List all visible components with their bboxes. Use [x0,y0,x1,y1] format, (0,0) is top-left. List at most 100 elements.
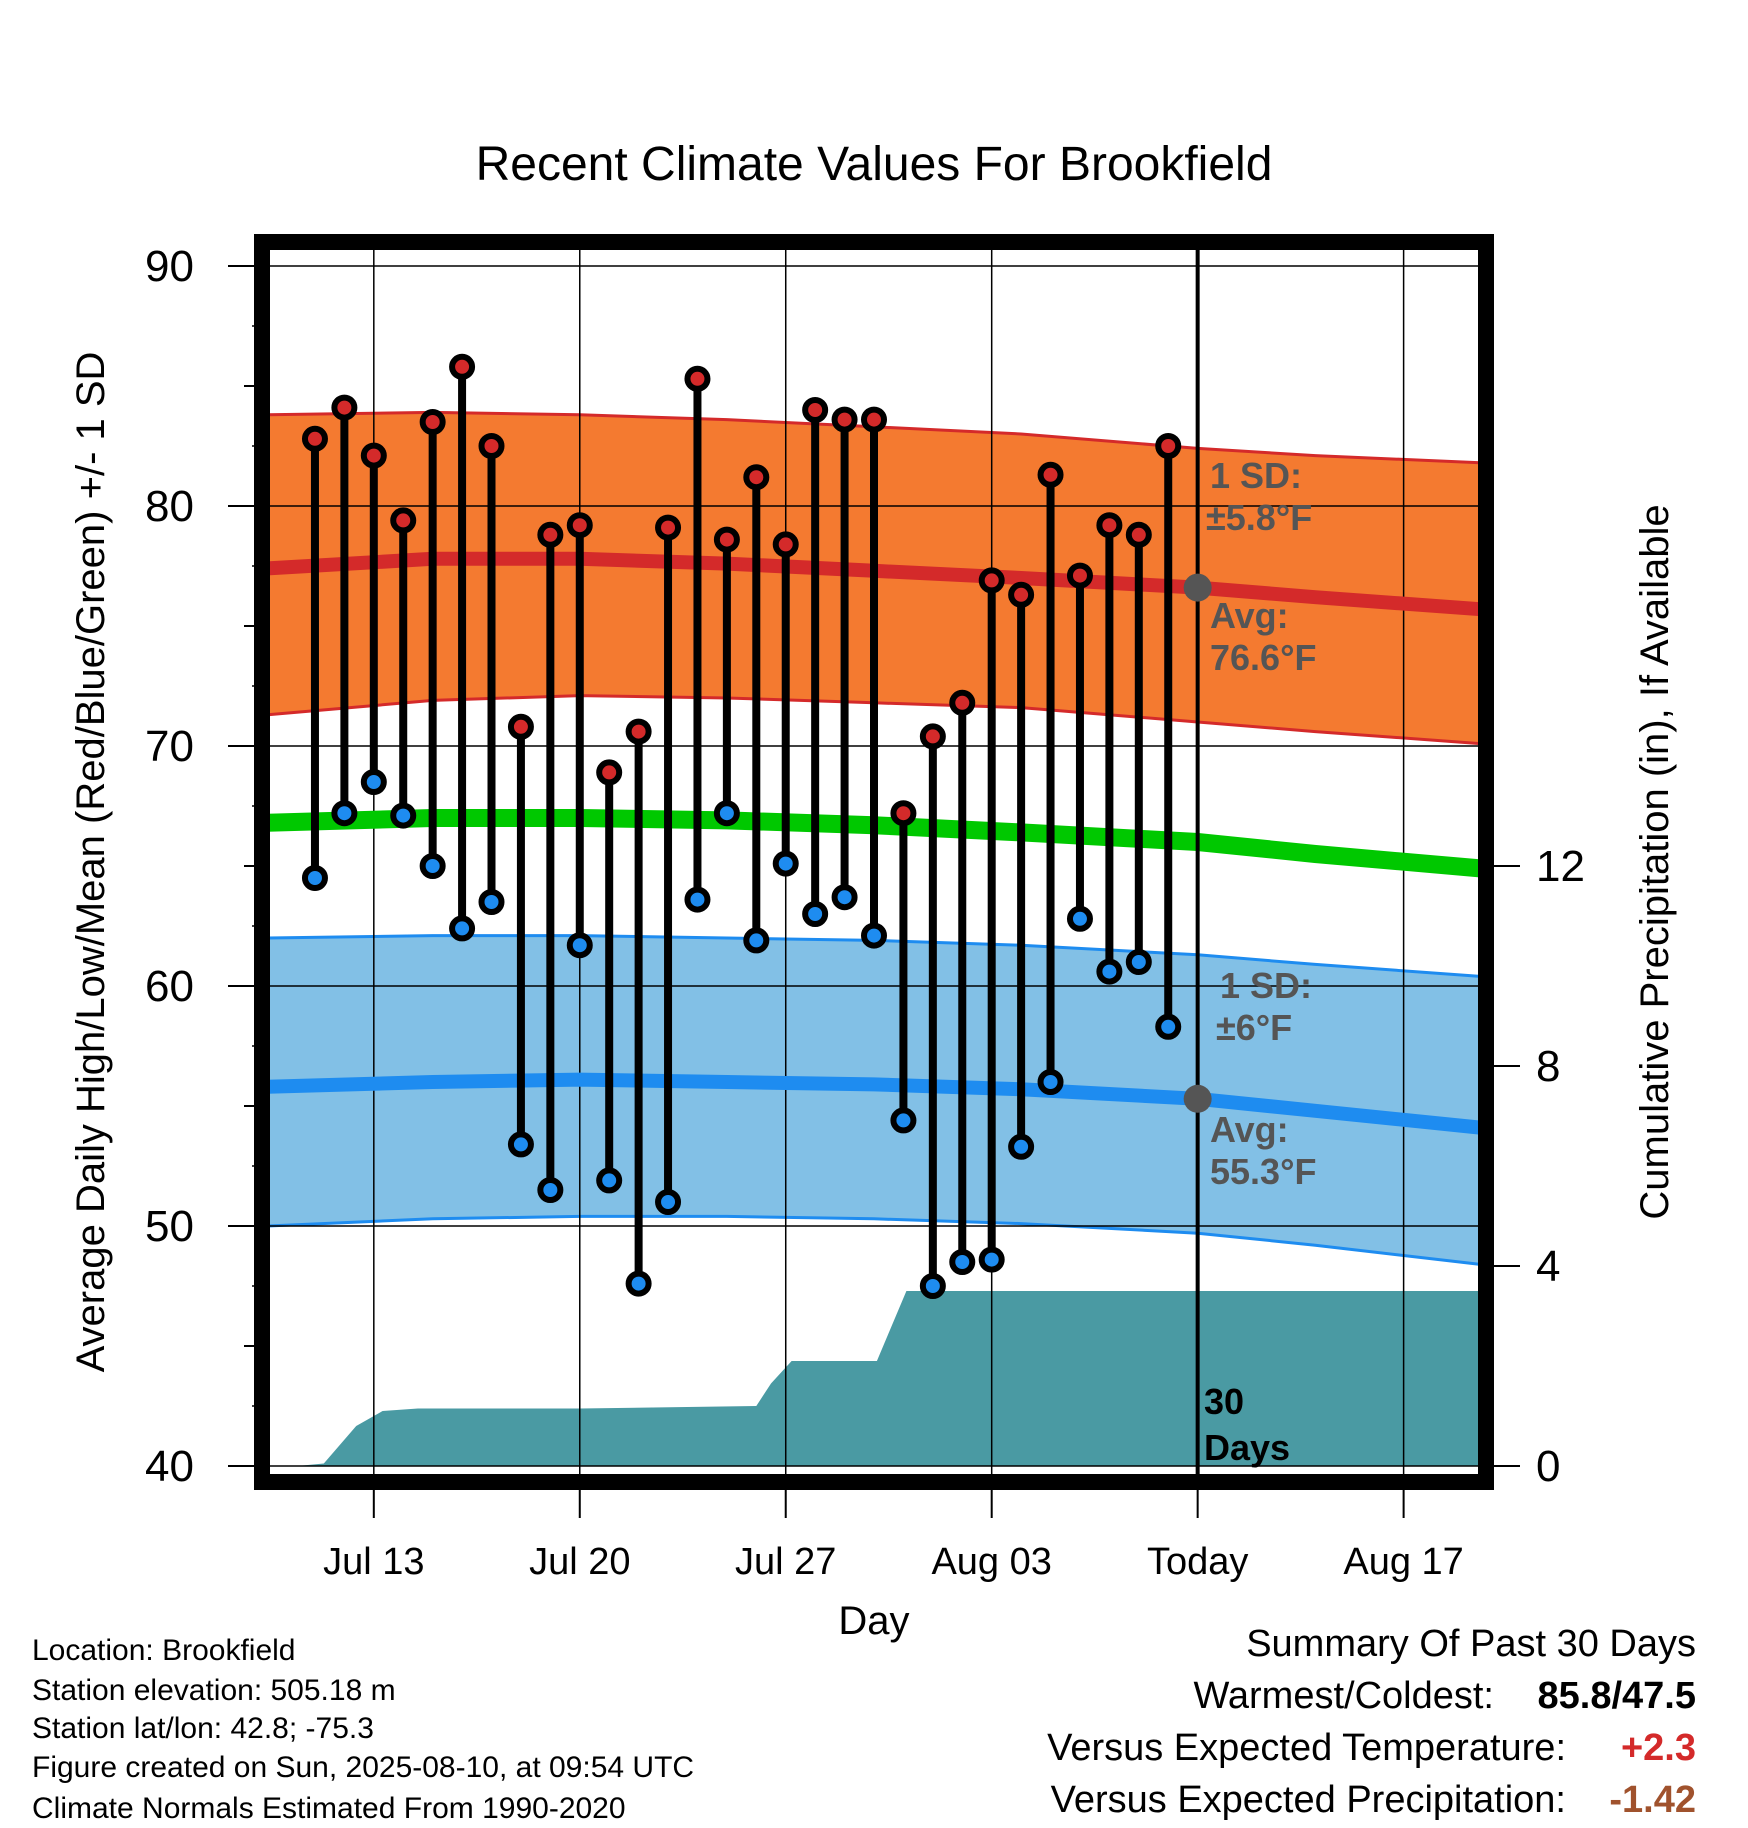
daily-low-point [1037,1069,1064,1095]
daily-low-point [802,901,829,927]
footer-normals: Climate Normals Estimated From 1990-2020 [32,1792,626,1825]
daily-low-point [655,1189,682,1215]
footer-elevation: Station elevation: 505.18 m [32,1674,396,1707]
y-tick-label: 40 [145,1442,194,1491]
y2-tick-label: 0 [1536,1442,1560,1491]
daily-low-point [1096,958,1123,985]
daily-low-point [1155,1013,1182,1040]
days-unit-label: Days [1204,1427,1290,1468]
summary-temp-label: Versus Expected Temperature: [1047,1727,1566,1769]
daily-high-point [743,464,770,491]
daily-high-point [596,759,623,786]
daily-low-point [478,889,505,915]
x-tick-label: Jul 13 [323,1541,424,1583]
daily-high-point [713,526,740,553]
daily-low-point [507,1131,534,1158]
summary-title: Summary Of Past 30 Days [1246,1623,1696,1665]
daily-observations-layer [301,353,1182,1299]
daily-high-point [478,433,505,459]
today-markers [1183,573,1212,1113]
daily-low-point [1066,905,1093,932]
footer-location: Location: Brookfield [32,1634,296,1667]
daily-low-point [772,850,799,877]
daily-high-point [360,442,387,469]
daily-high-point [1155,433,1182,459]
y-tick-label: 50 [145,1202,194,1251]
daily-low-point [449,915,476,942]
y2-tick-label: 4 [1536,1242,1560,1291]
today-low-avg-marker [1183,1084,1212,1113]
daily-high-point [978,567,1005,594]
daily-low-point [743,927,770,954]
high-sd-title: 1 SD: [1210,455,1302,496]
daily-high-point [390,507,417,534]
daily-high-point [331,394,358,421]
summary-warm-value: 85.8/47.5 [1538,1675,1696,1717]
footer-latlon: Station lat/lon: 42.8; -75.3 [32,1712,374,1745]
x-tick-label: Aug 03 [931,1541,1051,1583]
daily-high-point [625,718,652,745]
plot-area [262,242,1486,1482]
daily-low-point [419,853,446,879]
daily-low-point [1008,1133,1035,1160]
daily-high-point [1096,512,1123,539]
x-tick-label: Today [1147,1541,1248,1583]
right-y-axis: 0 4 8 12 [1486,842,1585,1491]
daily-low-point [949,1249,976,1275]
low-mean-line [267,1072,1481,1135]
daily-low-point [625,1270,652,1297]
daily-high-point [1125,521,1152,548]
left-y-axis: 40 50 60 70 80 90 [145,242,262,1491]
x-tick-label: Jul 20 [529,1541,630,1583]
y-tick-label: 70 [145,722,194,771]
today-high-avg-marker [1183,573,1212,602]
daily-low-point [566,932,593,959]
daily-high-point [684,365,711,392]
daily-high-point [449,353,476,380]
daily-low-point [861,922,887,949]
low-lower-edge [267,1214,1481,1266]
y-tick-label: 60 [145,962,194,1011]
high-avg-value: 76.6°F [1210,637,1316,678]
y2-axis-title: Cumulative Precipitation (in), If Availa… [1633,504,1677,1219]
daily-low-point [301,865,328,891]
daily-low-point [1125,949,1152,975]
y2-tick-label: 12 [1536,842,1585,891]
daily-high-point [1037,461,1064,488]
high-sd-value: ±5.8°F [1206,497,1312,538]
x-axis: Jul 13 Jul 20 Jul 27 Aug 03 Today Aug 17 [323,1482,1464,1583]
daily-low-point [390,802,417,829]
daily-high-point [301,425,328,452]
low-avg-title: Avg: [1210,1109,1289,1150]
daily-high-point [419,409,446,435]
daily-low-point [596,1167,623,1194]
daily-low-point [831,884,858,911]
daily-high-point [566,512,593,539]
precipitation-layer [267,1291,1481,1466]
daily-low-point [713,800,740,827]
daily-high-point [1008,581,1035,608]
high-avg-title: Avg: [1210,595,1289,636]
summary-precip-value: -1.42 [1609,1779,1696,1821]
y-tick-label: 80 [145,482,194,531]
daily-low-point [978,1246,1005,1273]
x-tick-label: Jul 27 [735,1541,836,1583]
summary-precip-label: Versus Expected Precipitation: [1051,1779,1566,1821]
daily-low-point [890,1107,917,1134]
y2-tick-label: 8 [1536,1042,1560,1091]
daily-high-point [507,713,534,740]
precipitation-area [267,1291,1481,1466]
x-axis-title: Day [838,1599,909,1643]
days-count-label: 30 [1204,1381,1244,1422]
low-sd-title: 1 SD: [1220,965,1312,1006]
daily-high-point [537,521,564,548]
low-avg-value: 55.3°F [1210,1151,1316,1192]
daily-low-point [684,886,711,913]
daily-high-point [861,406,887,433]
daily-low-point [919,1273,946,1299]
daily-high-point [802,397,829,423]
daily-high-point [949,689,976,716]
daily-high-point [831,406,858,433]
daily-high-point [890,800,917,827]
